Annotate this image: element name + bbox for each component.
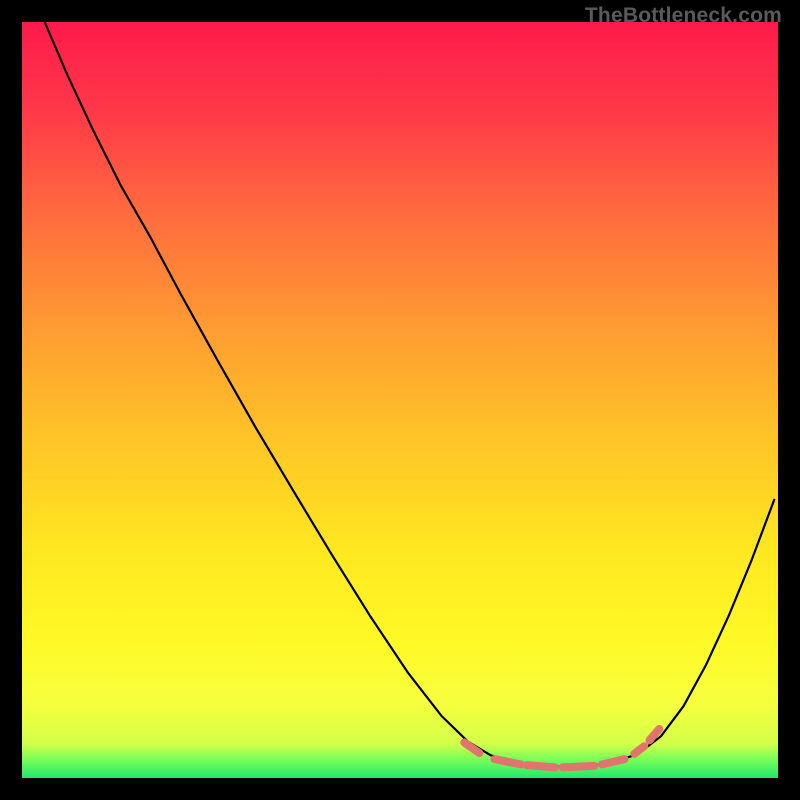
valley-marker [527, 765, 555, 767]
valley-marker [495, 759, 521, 764]
chart-svg [22, 22, 778, 778]
valley-marker [602, 759, 625, 764]
gradient-background [22, 22, 778, 778]
chart-container: TheBottleneck.com [0, 0, 800, 800]
plot-area [22, 22, 778, 778]
valley-marker [563, 766, 595, 768]
